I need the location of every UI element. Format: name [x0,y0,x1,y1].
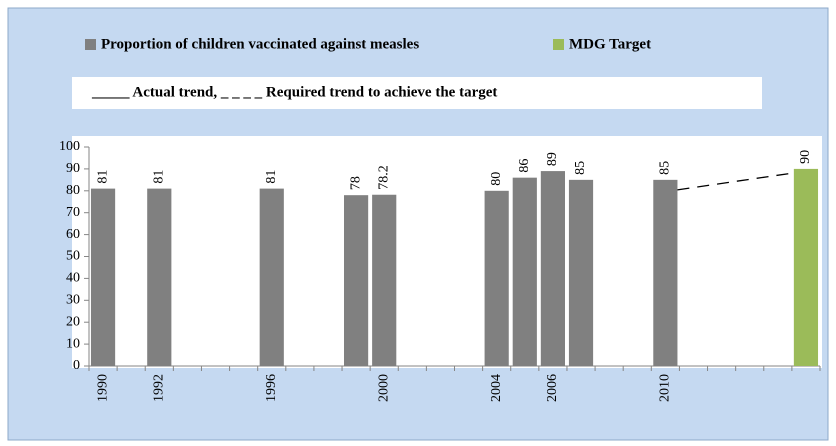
y-tick-label: 30 [66,293,80,308]
x-tick-label: 2004 [489,374,504,402]
y-tick-label: 60 [66,227,80,242]
y-tick-label: 40 [66,271,80,286]
value-label: 85 [573,161,588,175]
annotation: _____ Actual trend, _ _ _ _ Required tre… [91,84,497,100]
bar [484,190,509,366]
y-tick-label: 50 [66,249,80,264]
value-label: 81 [264,170,279,184]
value-label: 86 [517,159,532,173]
value-label: 78 [348,176,363,190]
bar [793,168,819,366]
value-label: 78.2 [376,165,391,190]
legend-swatch [85,39,96,50]
value-label: 80 [489,172,504,186]
y-tick-label: 80 [66,183,80,198]
y-tick-label: 0 [73,358,80,373]
value-label: 85 [658,161,673,175]
bar [259,188,284,366]
annotation-box [72,77,762,109]
bar [540,171,565,366]
bar [147,188,172,366]
bar [512,177,537,366]
value-label: 81 [95,170,110,184]
x-tick-label: 2010 [658,374,673,402]
legend-label: Proportion of children vaccinated agains… [101,36,419,52]
legend-label: MDG Target [569,36,651,52]
bar [372,194,397,366]
x-tick-label: 1996 [264,374,279,402]
y-tick-label: 20 [66,314,80,329]
x-tick-label: 2000 [376,374,391,402]
value-label: 90 [798,150,813,164]
bar [344,195,369,366]
bar [90,188,116,366]
y-tick-label: 100 [59,139,80,154]
bar [653,179,678,366]
value-label: 89 [545,152,560,166]
bar [568,179,594,366]
value-label: 81 [152,170,167,184]
x-tick-label: 1992 [152,374,167,402]
legend-swatch [553,39,564,50]
y-tick-label: 10 [66,336,80,351]
x-tick-label: 2006 [545,374,560,402]
y-tick-label: 90 [66,161,80,176]
x-tick-label: 1990 [95,374,110,402]
plot-area [72,136,822,368]
y-tick-label: 70 [66,205,80,220]
